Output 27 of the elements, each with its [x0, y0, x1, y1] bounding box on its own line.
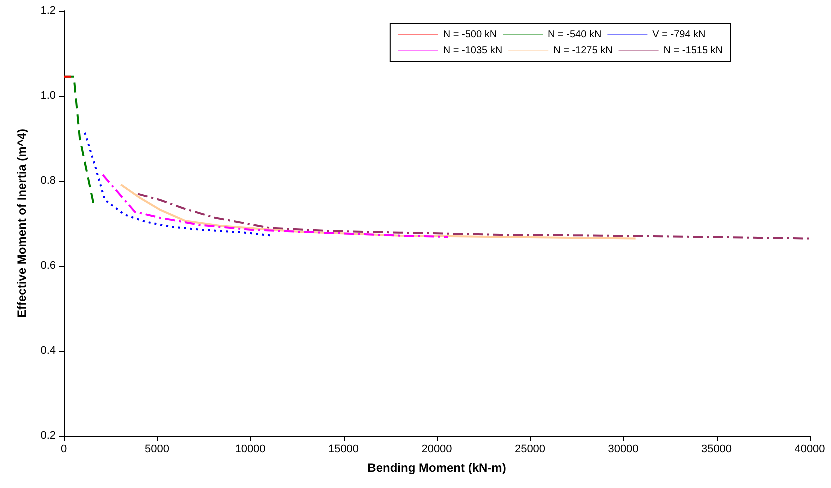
- x-tick-label: 15000: [328, 444, 360, 456]
- x-tick-label: 40000: [794, 444, 826, 456]
- x-tick-label: 5000: [145, 444, 170, 456]
- legend-label: V = -794 kN: [652, 30, 706, 40]
- y-axis-title: Effective Moment of Inertia (m^4): [15, 128, 29, 318]
- y-tick-label: 0.6: [40, 260, 56, 272]
- x-tick-label: 0: [60, 444, 68, 456]
- y-tick-label: 0.8: [40, 175, 56, 187]
- x-axis-title: Bending Moment (kN-m): [368, 461, 506, 475]
- x-tick-label: 25000: [514, 444, 546, 456]
- y-tick-label: 0.2: [40, 430, 56, 442]
- line-series: [102, 174, 450, 238]
- legend-label: N = -1515 kN: [664, 46, 724, 56]
- y-tick-label: 1.2: [40, 5, 56, 17]
- line-series: [137, 193, 811, 240]
- legend-label: N = -1035 kN: [443, 46, 503, 56]
- x-tick-label: 10000: [235, 444, 266, 456]
- y-tick-label: 1.0: [40, 90, 56, 102]
- legend-label: N = -500 kN: [443, 30, 498, 40]
- x-tick-label: 35000: [701, 444, 732, 456]
- x-tick-label: 20000: [422, 444, 452, 456]
- x-tick-label: 30000: [608, 444, 639, 456]
- legend-label: N = -540 kN: [548, 30, 602, 40]
- y-tick-label: 0.4: [40, 345, 56, 357]
- legend-label: N = -1275 kN: [554, 46, 613, 56]
- line-series: [120, 184, 637, 240]
- line-series: [84, 132, 273, 237]
